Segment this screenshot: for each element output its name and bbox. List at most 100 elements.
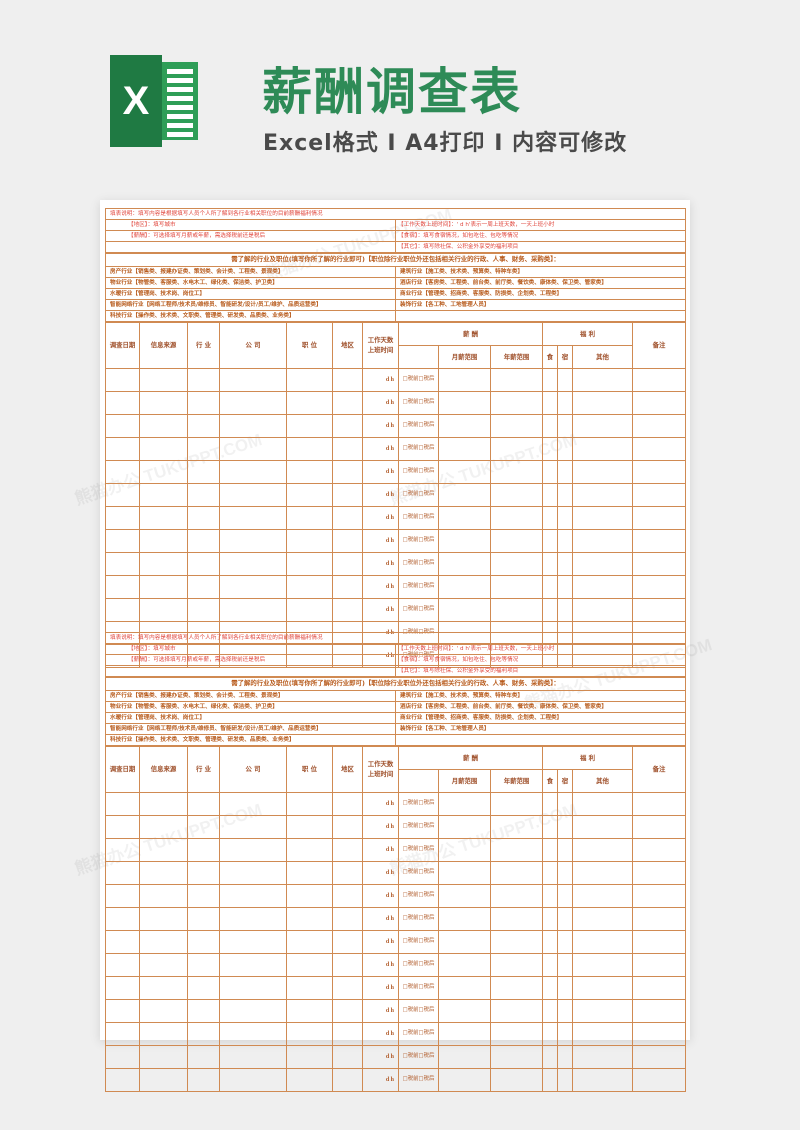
cell-empty[interactable] <box>557 930 573 955</box>
cell-empty[interactable] <box>542 861 558 886</box>
cell-empty[interactable] <box>572 414 633 439</box>
cell-empty[interactable] <box>139 529 188 554</box>
cell-empty[interactable] <box>572 506 633 531</box>
cell-empty[interactable] <box>332 575 363 600</box>
cell-empty[interactable] <box>187 953 220 978</box>
cell-empty[interactable] <box>632 575 686 600</box>
cell-empty[interactable] <box>438 1022 491 1047</box>
cell-empty[interactable] <box>490 529 543 554</box>
cell-empty[interactable] <box>632 838 686 863</box>
cell-empty[interactable] <box>490 861 543 886</box>
cell-empty[interactable] <box>332 861 363 886</box>
cell-empty[interactable] <box>332 598 363 623</box>
cell-empty[interactable] <box>187 884 220 909</box>
cell-empty[interactable] <box>105 414 140 439</box>
cell-empty[interactable] <box>332 953 363 978</box>
cell-empty[interactable] <box>572 460 633 485</box>
cell-empty[interactable] <box>632 506 686 531</box>
cell-empty[interactable] <box>139 792 188 817</box>
cell-empty[interactable] <box>557 460 573 485</box>
cell-empty[interactable] <box>105 437 140 462</box>
cell-empty[interactable] <box>490 506 543 531</box>
cell-empty[interactable] <box>139 598 188 623</box>
cell-empty[interactable] <box>490 838 543 863</box>
cell-workdays[interactable]: d h <box>362 506 399 531</box>
cell-empty[interactable] <box>187 1045 220 1070</box>
cell-empty[interactable] <box>632 884 686 909</box>
cell-empty[interactable] <box>557 391 573 416</box>
cell-empty[interactable] <box>632 483 686 508</box>
table-row[interactable]: d h □税前□税后 <box>105 460 686 485</box>
cell-empty[interactable] <box>332 1068 363 1093</box>
table-row[interactable]: d h □税前□税后 <box>105 1022 686 1047</box>
cell-empty[interactable] <box>219 838 287 863</box>
cell-empty[interactable] <box>438 792 491 817</box>
cell-tax-checkbox[interactable]: □税前□税后 <box>398 460 439 485</box>
cell-empty[interactable] <box>105 907 140 932</box>
table-row[interactable]: d h □税前□税后 <box>105 953 686 978</box>
cell-empty[interactable] <box>332 460 363 485</box>
cell-workdays[interactable]: d h <box>362 792 399 817</box>
cell-empty[interactable] <box>332 483 363 508</box>
cell-empty[interactable] <box>632 930 686 955</box>
cell-empty[interactable] <box>542 1022 558 1047</box>
cell-empty[interactable] <box>438 575 491 600</box>
cell-empty[interactable] <box>105 368 140 393</box>
cell-empty[interactable] <box>438 815 491 840</box>
cell-empty[interactable] <box>219 976 287 1001</box>
cell-empty[interactable] <box>557 907 573 932</box>
cell-empty[interactable] <box>139 460 188 485</box>
cell-workdays[interactable]: d h <box>362 437 399 462</box>
cell-empty[interactable] <box>490 953 543 978</box>
cell-empty[interactable] <box>332 437 363 462</box>
cell-empty[interactable] <box>572 437 633 462</box>
cell-empty[interactable] <box>438 884 491 909</box>
cell-empty[interactable] <box>219 815 287 840</box>
cell-empty[interactable] <box>542 838 558 863</box>
cell-empty[interactable] <box>139 953 188 978</box>
cell-empty[interactable] <box>490 815 543 840</box>
cell-empty[interactable] <box>542 575 558 600</box>
cell-empty[interactable] <box>219 953 287 978</box>
cell-empty[interactable] <box>438 437 491 462</box>
cell-empty[interactable] <box>542 391 558 416</box>
cell-empty[interactable] <box>542 792 558 817</box>
cell-empty[interactable] <box>542 884 558 909</box>
cell-empty[interactable] <box>105 552 140 577</box>
cell-empty[interactable] <box>572 1068 633 1093</box>
cell-empty[interactable] <box>105 792 140 817</box>
cell-empty[interactable] <box>557 815 573 840</box>
cell-empty[interactable] <box>557 1045 573 1070</box>
cell-empty[interactable] <box>542 930 558 955</box>
cell-empty[interactable] <box>438 838 491 863</box>
cell-empty[interactable] <box>542 483 558 508</box>
cell-empty[interactable] <box>286 815 333 840</box>
cell-empty[interactable] <box>286 976 333 1001</box>
cell-empty[interactable] <box>286 483 333 508</box>
cell-empty[interactable] <box>438 1068 491 1093</box>
cell-tax-checkbox[interactable]: □税前□税后 <box>398 1045 439 1070</box>
cell-empty[interactable] <box>139 907 188 932</box>
cell-empty[interactable] <box>557 999 573 1024</box>
cell-workdays[interactable]: d h <box>362 414 399 439</box>
cell-empty[interactable] <box>332 907 363 932</box>
cell-empty[interactable] <box>286 1068 333 1093</box>
cell-empty[interactable] <box>490 552 543 577</box>
table-row[interactable]: d h □税前□税后 <box>105 907 686 932</box>
cell-empty[interactable] <box>139 1045 188 1070</box>
cell-empty[interactable] <box>219 391 287 416</box>
cell-empty[interactable] <box>632 437 686 462</box>
cell-workdays[interactable]: d h <box>362 483 399 508</box>
cell-empty[interactable] <box>187 460 220 485</box>
cell-empty[interactable] <box>542 460 558 485</box>
cell-empty[interactable] <box>557 861 573 886</box>
cell-workdays[interactable]: d h <box>362 368 399 393</box>
cell-empty[interactable] <box>490 930 543 955</box>
cell-tax-checkbox[interactable]: □税前□税后 <box>398 1068 439 1093</box>
cell-empty[interactable] <box>105 1022 140 1047</box>
cell-empty[interactable] <box>572 529 633 554</box>
cell-empty[interactable] <box>632 861 686 886</box>
cell-empty[interactable] <box>219 861 287 886</box>
cell-empty[interactable] <box>187 529 220 554</box>
cell-empty[interactable] <box>557 792 573 817</box>
